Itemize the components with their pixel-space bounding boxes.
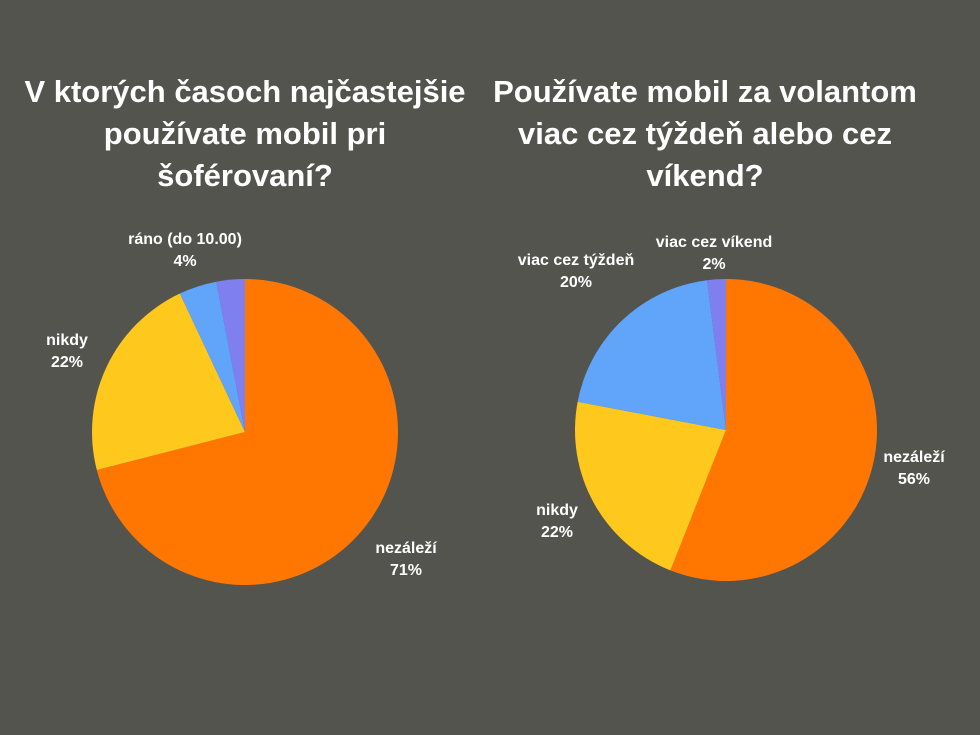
slice-label-name: ráno (do 10.00): [128, 231, 242, 248]
pie-slice: [707, 279, 726, 430]
pie-slice: [92, 293, 245, 471]
slice-label-name: nikdy: [536, 502, 578, 519]
slice-label: nikdy 22%: [536, 502, 578, 541]
slice-label: ráno (do 10.00) 4%: [128, 231, 242, 270]
pie-slice: [216, 279, 245, 432]
slice-label-percent: 56%: [898, 471, 930, 488]
chart-2-title-line: víkend?: [646, 158, 764, 193]
slice-label-name: viac cez víkend: [656, 234, 773, 251]
slice-label-name: nezáleží: [883, 449, 945, 466]
pie-slice: [179, 281, 245, 432]
pie-chart-2: nezáleží 56%nikdy 22%viac cez týždeň 20%via…: [518, 234, 945, 581]
pie-slice: [96, 279, 399, 586]
slice-label: viac cez víkend 2%: [656, 234, 773, 273]
slice-label-name: viac cez týždeň: [518, 252, 635, 269]
chart-1-title-line: šoférovaní?: [157, 158, 333, 193]
pie-slice: [577, 280, 726, 430]
slice-label-name: nezáleží: [375, 540, 437, 557]
chart-2-title-line: Používate mobil za volantom: [493, 74, 917, 109]
slice-label-percent: 22%: [541, 524, 573, 541]
slice-label-percent: 2%: [702, 256, 725, 273]
slice-label-percent: 4%: [173, 253, 196, 270]
chart-1-title: V ktorých časoch najčastejšie používate …: [10, 71, 480, 197]
pie-chart-1: nezáleží 71% nikdy 22% ráno (do 10.00) 4%: [46, 231, 437, 586]
pie-slice: [574, 401, 726, 571]
slice-label: nikdy 22%: [46, 332, 88, 371]
slice-label: viac cez týždeň 20%: [518, 252, 635, 291]
chart-2-title-line: viac cez týždeň alebo cez: [518, 116, 892, 151]
slice-label-name: nikdy: [46, 332, 88, 349]
chart-2-title: Používate mobil za volantom viac cez týž…: [490, 71, 920, 197]
slice-label-percent: 20%: [560, 274, 592, 291]
chart-1-title-line: používate mobil pri: [103, 116, 387, 151]
slice-label: nezáleží 71%: [375, 540, 437, 579]
pie-slice: [670, 279, 877, 581]
slice-label-percent: 71%: [390, 562, 422, 579]
chart-1-title-line: V ktorých časoch najčastejšie: [24, 74, 466, 109]
slice-label-percent: 22%: [51, 354, 83, 371]
slice-label: nezáleží 56%: [883, 449, 945, 488]
